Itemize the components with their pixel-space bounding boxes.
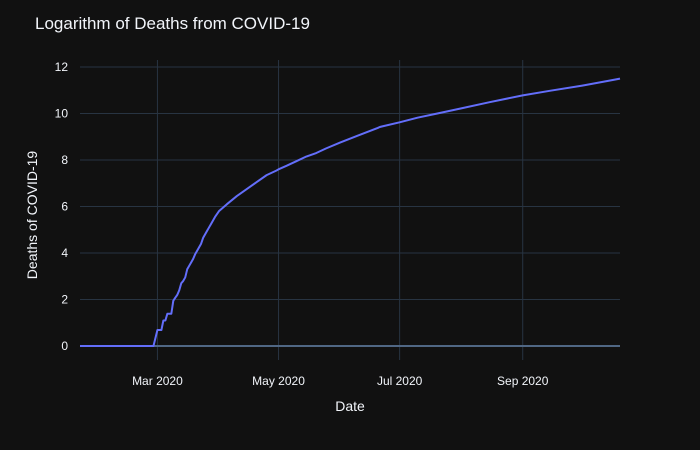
x-tick-label-2: Jul 2020 [377, 374, 423, 388]
x-gridlines [156, 60, 524, 360]
x-tick-label-1: May 2020 [252, 374, 305, 388]
y-axis-title: Deaths of COVID-19 [24, 151, 40, 280]
x-axis-title: Date [335, 398, 365, 414]
chart-title: Logarithm of Deaths from COVID-19 [35, 14, 310, 33]
x-tick-labels: Mar 2020 May 2020 Jul 2020 Sep 2020 [132, 374, 549, 388]
y-tick-labels: 0 2 4 6 8 10 12 [55, 60, 69, 353]
series-group [80, 77, 621, 348]
y-tick-label-4: 4 [61, 246, 68, 260]
y-tick-label-12: 12 [55, 60, 69, 74]
y-tick-label-0: 0 [61, 339, 68, 353]
y-gridlines [80, 66, 620, 301]
y-tick-label-8: 8 [61, 153, 68, 167]
series-line-0 [80, 77, 621, 348]
y-tick-label-10: 10 [55, 106, 69, 120]
y-tick-label-2: 2 [61, 293, 68, 307]
x-tick-label-3: Sep 2020 [497, 374, 549, 388]
y-tick-label-6: 6 [61, 200, 68, 214]
x-tick-label-0: Mar 2020 [132, 374, 183, 388]
